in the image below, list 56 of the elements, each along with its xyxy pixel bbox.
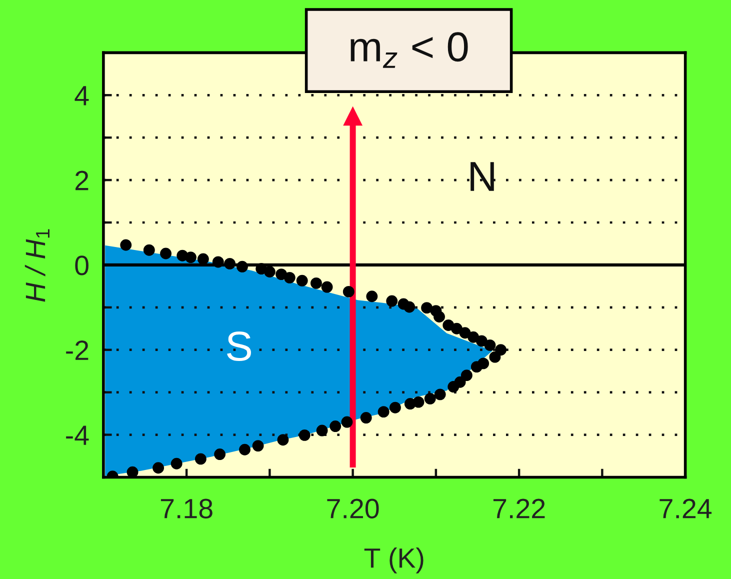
- point: [214, 448, 226, 460]
- point: [197, 253, 209, 265]
- point: [342, 286, 354, 298]
- point: [448, 381, 460, 393]
- point: [224, 258, 236, 270]
- point: [470, 361, 482, 373]
- point: [360, 412, 372, 424]
- point: [484, 339, 496, 351]
- y-tick-label: 0: [75, 256, 88, 276]
- point: [386, 295, 398, 307]
- annotation: S: [227, 332, 251, 362]
- point: [160, 248, 172, 260]
- ref-line-label: m$_{z}$ < 0: [350, 32, 468, 68]
- x-axis-title: T (K): [364, 548, 424, 574]
- point: [212, 256, 224, 268]
- point: [421, 302, 433, 314]
- point: [239, 444, 250, 456]
- point: [330, 420, 342, 432]
- point: [460, 370, 472, 382]
- x-tick-label: 7.24: [660, 498, 712, 518]
- point: [252, 440, 264, 452]
- point: [404, 301, 416, 313]
- point: [296, 274, 308, 286]
- point: [404, 398, 416, 410]
- point: [120, 239, 132, 251]
- point: [126, 466, 138, 478]
- annotation: N: [470, 162, 494, 191]
- point: [378, 406, 390, 418]
- point: [321, 281, 333, 293]
- y-tick-label: 4: [74, 86, 89, 106]
- point: [236, 260, 248, 272]
- point: [264, 266, 276, 278]
- y-tick-label: 2: [76, 170, 88, 190]
- point: [389, 402, 401, 414]
- point: [316, 424, 328, 436]
- point: [170, 458, 182, 470]
- point: [310, 277, 322, 289]
- point: [434, 388, 446, 400]
- point: [184, 252, 196, 264]
- point: [194, 453, 206, 465]
- point: [152, 462, 164, 474]
- point: [424, 392, 436, 404]
- x-tick-label: 7.18: [160, 498, 212, 518]
- point: [298, 429, 310, 441]
- point: [284, 272, 296, 284]
- point: [143, 244, 155, 256]
- y-tick-label: -4: [66, 426, 89, 445]
- y-axis-title: H / H$_{1}$: [24, 229, 50, 302]
- point: [366, 290, 378, 302]
- y-tick-label: -2: [66, 340, 88, 360]
- x-tick-label: 7.22: [493, 498, 545, 518]
- point: [489, 351, 501, 363]
- point: [277, 434, 289, 446]
- x-tick-label: 7.20: [327, 498, 379, 518]
- point: [434, 311, 445, 322]
- point: [341, 416, 353, 428]
